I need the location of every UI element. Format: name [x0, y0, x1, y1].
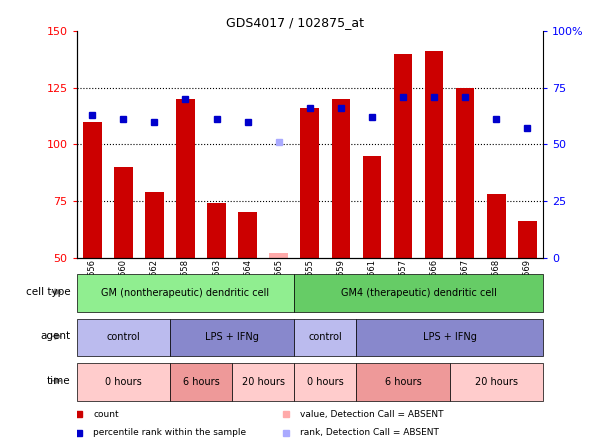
- Text: 6 hours: 6 hours: [183, 377, 219, 387]
- Text: count: count: [93, 409, 119, 419]
- Text: GM (nontherapeutic) dendritic cell: GM (nontherapeutic) dendritic cell: [101, 288, 270, 298]
- Bar: [170, 363, 232, 400]
- Bar: [170, 319, 294, 356]
- Bar: [394, 54, 412, 258]
- Bar: [294, 319, 356, 356]
- Text: LPS + IFNg: LPS + IFNg: [205, 333, 259, 342]
- Text: control: control: [309, 333, 342, 342]
- Text: GDS4017 / 102875_at: GDS4017 / 102875_at: [226, 16, 364, 28]
- Bar: [456, 88, 474, 258]
- Bar: [300, 108, 319, 258]
- Text: 6 hours: 6 hours: [385, 377, 421, 387]
- Bar: [270, 253, 288, 258]
- Text: agent: agent: [41, 331, 71, 341]
- Text: value, Detection Call = ABSENT: value, Detection Call = ABSENT: [300, 409, 444, 419]
- Text: rank, Detection Call = ABSENT: rank, Detection Call = ABSENT: [300, 428, 440, 437]
- Bar: [450, 363, 543, 400]
- Text: 20 hours: 20 hours: [475, 377, 517, 387]
- Bar: [363, 156, 381, 258]
- Bar: [77, 274, 294, 312]
- Bar: [294, 363, 356, 400]
- Text: control: control: [106, 333, 140, 342]
- Bar: [176, 99, 195, 258]
- Bar: [207, 203, 226, 258]
- Bar: [77, 363, 170, 400]
- Bar: [83, 122, 101, 258]
- Text: LPS + IFNg: LPS + IFNg: [422, 333, 477, 342]
- Bar: [356, 363, 450, 400]
- Text: 0 hours: 0 hours: [307, 377, 343, 387]
- Text: time: time: [47, 376, 71, 386]
- Bar: [232, 363, 294, 400]
- Bar: [294, 274, 543, 312]
- Bar: [238, 212, 257, 258]
- Bar: [487, 194, 506, 258]
- Text: cell type: cell type: [26, 287, 71, 297]
- Text: 20 hours: 20 hours: [242, 377, 284, 387]
- Bar: [356, 319, 543, 356]
- Text: percentile rank within the sample: percentile rank within the sample: [93, 428, 246, 437]
- Bar: [518, 221, 536, 258]
- Text: 0 hours: 0 hours: [105, 377, 142, 387]
- Bar: [332, 99, 350, 258]
- Bar: [145, 192, 163, 258]
- Bar: [114, 167, 133, 258]
- Text: GM4 (therapeutic) dendritic cell: GM4 (therapeutic) dendritic cell: [340, 288, 496, 298]
- Bar: [425, 52, 443, 258]
- Bar: [77, 319, 170, 356]
